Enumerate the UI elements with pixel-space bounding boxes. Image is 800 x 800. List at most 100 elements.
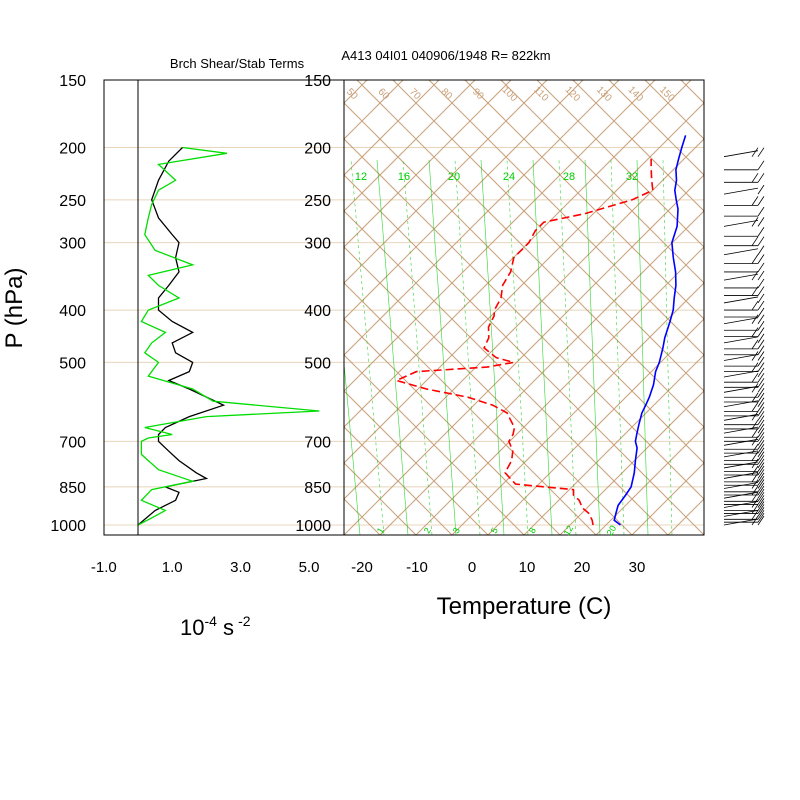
pressure-tick-label: 700 (304, 434, 331, 451)
adiabat-line (0, 80, 236, 535)
pressure-tick-label: 150 (304, 73, 331, 90)
wind-barb-flag (757, 475, 765, 486)
wind-barb-flag (757, 362, 765, 372)
wind-barb-flag (757, 440, 765, 450)
mixing-ratio-line (506, 159, 529, 535)
adiabat-line (344, 138, 704, 500)
adiabat-line (356, 80, 704, 428)
adiabat-line (344, 318, 561, 535)
wind-barb-staff (723, 273, 759, 281)
isotherm-line (344, 102, 704, 464)
wind-barb-flag (751, 504, 759, 514)
mixing-ratio-label: 16 (398, 171, 410, 183)
pressure-tick-label: 850 (59, 480, 86, 497)
mixing-ratio-line (584, 159, 601, 535)
wind-barb-flag (751, 351, 759, 361)
adiabat-line (344, 390, 489, 535)
skewt-title: A413 04I01 040906/1948 R= 822km (341, 48, 550, 63)
wind-barb-flag (757, 367, 765, 378)
wind-barb-flag (751, 217, 759, 227)
wind-barb-flag (757, 479, 765, 489)
units-exp2: -2 (238, 613, 251, 629)
wind-barb-flag (757, 217, 765, 227)
wind-barb-flag (751, 428, 759, 438)
isotherm-line (344, 80, 476, 212)
isobar-gridlines (104, 79, 704, 526)
theta-label: 60 (375, 86, 391, 102)
adiabat-line (344, 354, 525, 535)
wind-barb-flag (757, 383, 765, 393)
isotherm-line (0, 80, 295, 535)
wind-barb-flag (757, 455, 765, 465)
mixing-ratio-bottom-label: 5 (489, 526, 500, 535)
wind-barb-flag (751, 465, 759, 476)
wind-barb-flag (757, 428, 765, 438)
wind-barb-flag (757, 147, 765, 157)
isotherm-line (344, 80, 584, 320)
mixing-ratio-label: 20 (448, 171, 460, 183)
wind-barb-flag (751, 314, 759, 324)
wind-barb-flag (751, 270, 759, 281)
isotherm-line (0, 80, 259, 535)
theta-label: 140 (625, 84, 645, 104)
wind-barb-flag (757, 406, 765, 417)
wind-barb-flag (751, 472, 759, 483)
wind-barb-staff (723, 461, 759, 469)
mixing-ratio-line (480, 159, 505, 535)
wind-barb-staff (723, 220, 759, 227)
adiabat-line (344, 534, 345, 535)
svg-text:10-4 s-2: 10-4 s -2 (180, 613, 251, 640)
isotherm-line (595, 426, 704, 535)
mixing-ratio-line (636, 159, 649, 535)
wind-barb-flag (757, 278, 765, 289)
wind-barb-flag (757, 510, 765, 520)
mixing-ratio-line (344, 360, 361, 535)
mixing-ratio-bottom-label: 2 (422, 526, 433, 535)
adiabat-line (344, 210, 669, 535)
wind-barb-staff (723, 336, 759, 344)
mixing-ratio-line (428, 159, 457, 535)
adiabat-line (344, 426, 453, 535)
temperature-line (613, 135, 687, 526)
adiabat-line (344, 174, 704, 535)
wind-barb-flag (751, 479, 759, 489)
left-panel-x-tick: 3.0 (230, 559, 251, 576)
wind-barb-flag (751, 254, 759, 264)
adiabat-line (608, 80, 704, 176)
wind-barb-staff (723, 296, 759, 304)
pressure-tick-label: 300 (304, 236, 331, 253)
adiabat-line (680, 80, 704, 104)
wind-barb-flag (757, 388, 765, 398)
wind-barb-flag (757, 423, 765, 434)
wind-barb-flag (757, 458, 765, 469)
wind-barb-flag (757, 507, 765, 517)
mixing-ratio-line (662, 159, 673, 535)
pressure-axis-label: P (hPa) (1, 268, 28, 349)
pressure-tick-label: 250 (304, 193, 331, 210)
wind-barb-flag (757, 465, 765, 476)
isotherm-line (344, 80, 692, 428)
mixing-ratio-line (454, 159, 481, 535)
mixing-ratio-label: 28 (563, 171, 575, 183)
wind-barb-flag (757, 436, 765, 446)
wind-barb-flag (757, 501, 765, 511)
wind-barb-flag (751, 492, 759, 502)
wind-barb-flag (757, 419, 765, 430)
skewt-x-tick: -20 (351, 559, 373, 576)
wind-barb-flag (757, 392, 765, 403)
theta-label: 110 (531, 85, 550, 104)
theta-label: 120 (562, 84, 582, 104)
mixing-ratio-line (402, 159, 433, 535)
wind-barb-flag (757, 196, 765, 206)
stability-term-line (137, 146, 320, 526)
skewt-x-tick-labels: -20 -10 0 10 20 30 (351, 559, 645, 576)
wind-barb-flag (757, 160, 765, 171)
isotherm-line (667, 498, 704, 535)
skewt-background-lines (0, 80, 800, 535)
wind-barb-staff (723, 472, 759, 479)
adiabat-line (789, 80, 800, 535)
wind-barb-flag (757, 447, 765, 458)
isotherm-line (0, 80, 331, 535)
wind-barb-flag (757, 339, 765, 350)
